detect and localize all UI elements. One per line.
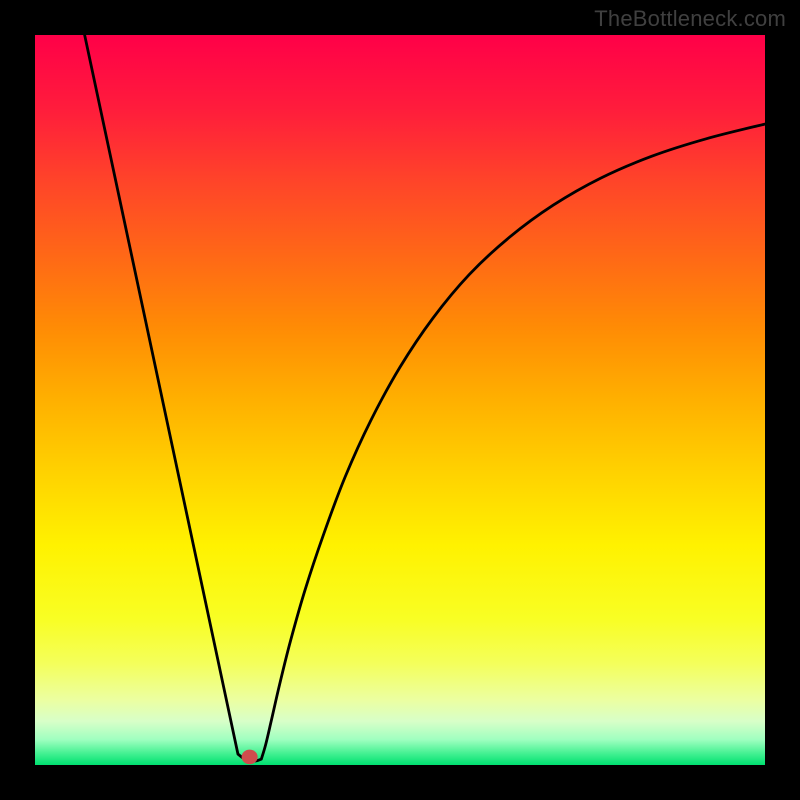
optimal-point-marker — [242, 750, 258, 765]
chart-curve-layer — [35, 35, 765, 765]
bottleneck-curve — [85, 35, 765, 761]
chart-plot-area — [35, 35, 765, 765]
watermark-text: TheBottleneck.com — [594, 6, 786, 32]
